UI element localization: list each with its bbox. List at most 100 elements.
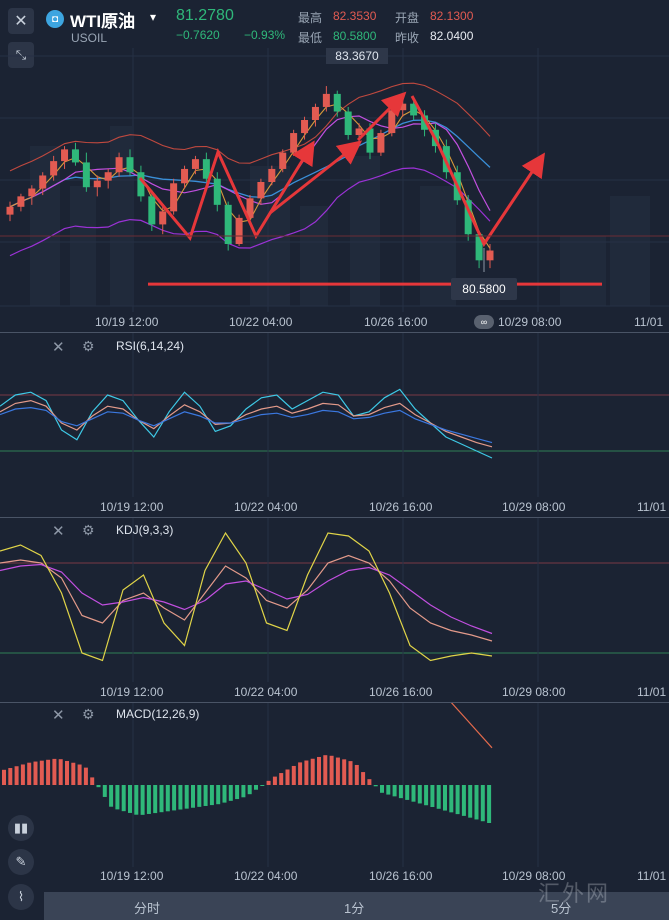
time-label: 10/26 16:00 [369,500,433,514]
symbol-logo-icon: ◘ [46,10,64,28]
candle-body [322,93,330,107]
macd-histogram-bar [121,785,126,812]
macd-histogram-bar [247,785,252,795]
kdj-settings-icon[interactable]: ⚙ [82,522,95,538]
macd-histogram-bar [443,785,447,811]
bg-building [610,196,650,306]
macd-histogram-bar [27,762,32,785]
macd-histogram-bar [436,785,441,809]
max-price-label: 83.3670 [335,49,379,63]
macd-histogram-bar [109,785,114,807]
macd-histogram-bar [52,758,57,785]
macd-histogram-bar [165,785,170,812]
bg-building [300,206,328,306]
macd-title: MACD(12,26,9) [116,707,200,721]
macd-histogram-bar [65,760,69,785]
candle-body [410,103,418,116]
candle-body [257,182,265,199]
kdj-line-j [0,531,493,662]
collapse-arrows-icon: ⤡ [15,47,27,62]
candle-body [93,180,101,188]
min-price-tag [451,278,517,300]
macd-histogram-bar [254,785,258,790]
rsi-settings-icon[interactable]: ⚙ [82,338,95,354]
candle-body [17,196,25,207]
macd-histogram-bar [348,761,353,785]
symbol-name[interactable]: WTI原油 [70,12,136,31]
macd-histogram-bar [272,776,277,785]
macd-histogram-bar [317,756,321,785]
draw-button[interactable]: ✎ [8,849,34,875]
time-label: 10/29 08:00 [502,869,566,883]
macd-histogram-bar [209,785,214,806]
macd-histogram-bar [178,785,183,810]
rsi-panel[interactable] [0,333,669,517]
macd-histogram-bar [461,785,466,816]
candlestick-chart[interactable]: 83.3670 80.5800 [0,48,669,332]
time-label: 10/29 08:00 [502,500,566,514]
price-change-pct: −0.93% [244,28,286,42]
link-icon[interactable]: ∞ [474,315,494,329]
panel-divider [0,517,669,518]
panel-divider [0,702,669,703]
collapse-button[interactable]: ⤡ [8,42,34,68]
macd-close-icon[interactable]: ✕ [52,707,65,724]
macd-histogram-bar [367,779,372,785]
time-label: 10/22 04:00 [234,500,298,514]
candle-body [148,196,156,225]
candle-body [159,211,167,225]
rsi-close-icon[interactable]: ✕ [52,339,65,356]
macd-panel[interactable] [0,703,669,888]
macd-histogram-bar [335,757,340,785]
close-button[interactable]: ✕ [8,8,34,34]
macd-histogram-bar [203,785,208,806]
bollinger-upper-line [9,82,491,172]
macd-histogram-bar [8,768,13,785]
bg-building [110,126,132,306]
candle-body [421,115,429,130]
candle-body [377,133,385,153]
bg-building [560,236,606,306]
time-label: 10/22 04:00 [229,315,293,329]
kdj-close-icon[interactable]: ✕ [52,523,65,540]
macd-histogram-bar [373,785,378,787]
macd-histogram-bar [354,764,359,785]
max-price-tag [326,48,388,64]
caret-down-icon[interactable]: ▾ [150,10,157,24]
tab-5min[interactable]: 5分 [551,901,572,916]
rsi-line-rsi24 [0,406,493,444]
high-label: 最高 [298,11,323,25]
low-label: 最低 [298,31,323,45]
macd-dif-line [450,703,493,749]
candle-body [235,217,243,244]
candle-body [333,93,341,112]
macd-histogram-bar [115,785,120,810]
candle-body [224,204,232,244]
rsi-line-rsi6 [0,388,493,459]
macd-histogram-bar [411,785,416,802]
candle-body [202,159,210,179]
time-label: 10/19 12:00 [100,500,164,514]
macd-settings-icon[interactable]: ⚙ [82,706,95,722]
price-change: −0.7620 [176,28,220,42]
open-value: 82.1300 [430,9,474,23]
time-label: 10/22 04:00 [234,869,298,883]
rsi-time-axis: 10/19 12:00 10/22 04:00 10/26 16:00 10/2… [0,497,669,517]
time-label: 10/29 08:00 [502,685,566,699]
time-label: 11/01 [637,869,667,883]
candle-type-button[interactable]: ▮▮ [8,815,34,841]
macd-histogram-bar [260,785,265,786]
indicator-button[interactable]: ⌇ [8,884,34,910]
macd-histogram-bar [392,785,397,797]
macd-histogram-bar [430,785,435,808]
kdj-panel[interactable] [0,518,669,702]
macd-histogram-bar [159,785,164,813]
candle-body [279,152,287,169]
macd-histogram-bar [128,785,132,813]
tab-timeshare[interactable]: 分时 [134,901,161,916]
time-label: 10/26 16:00 [364,315,428,329]
macd-histogram-bar [140,785,145,815]
macd-histogram-bar [96,785,101,788]
tab-1min[interactable]: 1分 [344,901,365,916]
trend-arrow [410,95,545,248]
